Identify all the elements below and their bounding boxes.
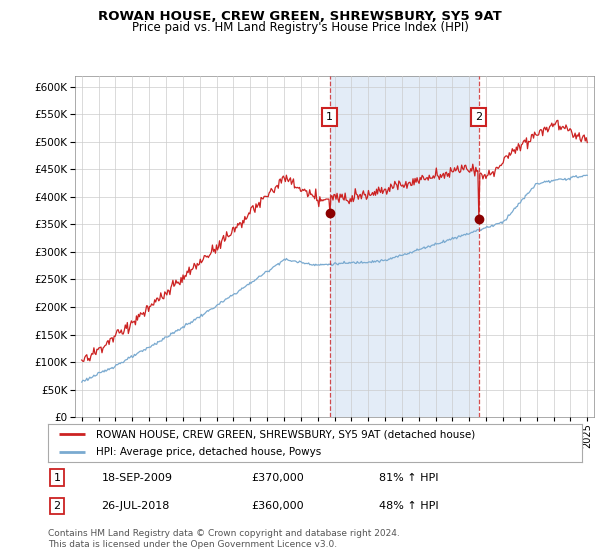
Text: 81% ↑ HPI: 81% ↑ HPI [379,473,439,483]
Text: 18-SEP-2009: 18-SEP-2009 [101,473,172,483]
Text: 26-JUL-2018: 26-JUL-2018 [101,501,170,511]
Text: £360,000: £360,000 [251,501,304,511]
Bar [330,76,479,417]
Text: 48% ↑ HPI: 48% ↑ HPI [379,501,439,511]
Text: 2: 2 [53,501,61,511]
Text: £370,000: £370,000 [251,473,304,483]
Text: Price paid vs. HM Land Registry's House Price Index (HPI): Price paid vs. HM Land Registry's House … [131,21,469,34]
Text: Contains HM Land Registry data © Crown copyright and database right 2024.
This d: Contains HM Land Registry data © Crown c… [48,529,400,549]
Text: 2: 2 [475,112,482,122]
Text: ROWAN HOUSE, CREW GREEN, SHREWSBURY, SY5 9AT (detached house): ROWAN HOUSE, CREW GREEN, SHREWSBURY, SY5… [96,429,475,439]
Text: 1: 1 [53,473,61,483]
Text: ROWAN HOUSE, CREW GREEN, SHREWSBURY, SY5 9AT: ROWAN HOUSE, CREW GREEN, SHREWSBURY, SY5… [98,10,502,22]
Text: HPI: Average price, detached house, Powys: HPI: Average price, detached house, Powy… [96,447,322,457]
Text: 1: 1 [326,112,333,122]
